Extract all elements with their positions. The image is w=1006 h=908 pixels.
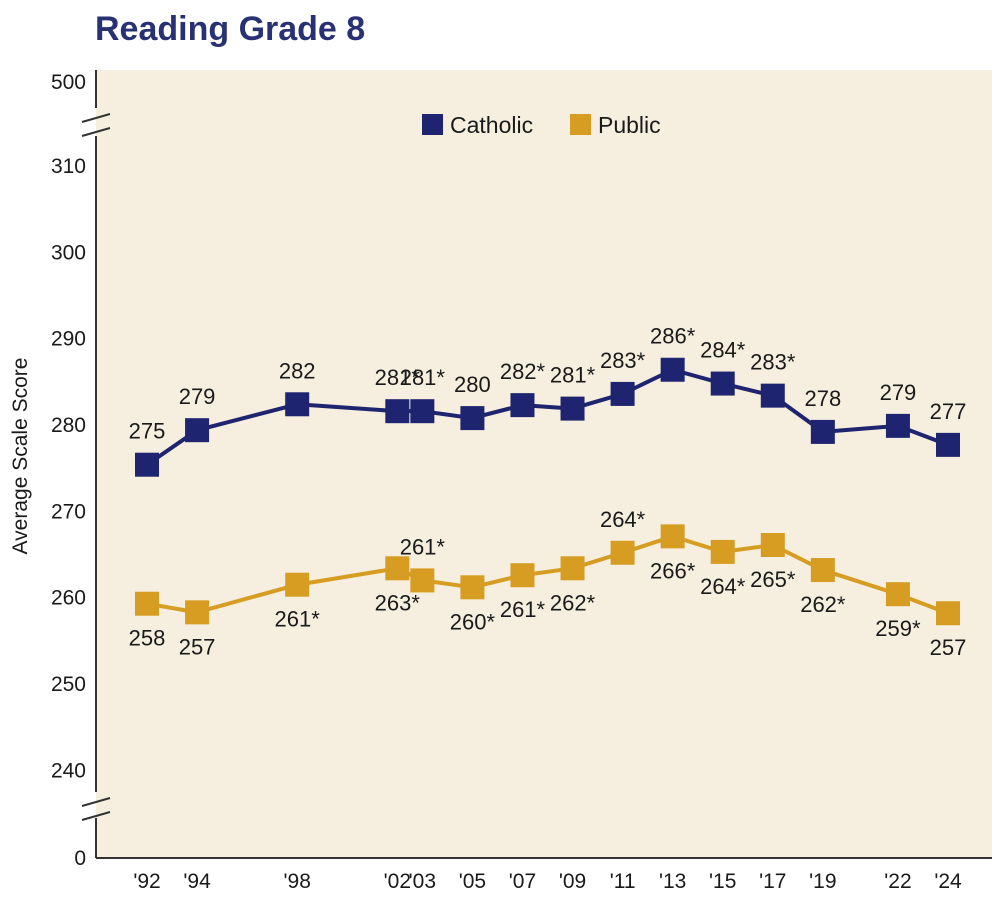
axis-break-mark [81,113,111,123]
data-label-public: 258 [129,626,166,651]
y-tick-label: 290 [51,328,86,351]
data-label-catholic: 275 [129,419,166,444]
x-tick-label: '92 [133,870,160,893]
x-tick-label: '98 [284,870,311,893]
y-axis-label: Average Scale Score [9,358,32,555]
data-label-catholic: 284* [700,338,746,363]
data-point-catholic [185,418,210,443]
data-point-public [660,524,685,549]
data-label-catholic: 280 [454,372,491,397]
y-tick-label: 500 [51,71,86,94]
data-label-public: 257 [930,635,967,660]
data-point-public [460,575,485,600]
x-tick-label: '19 [809,870,836,893]
legend-swatch-catholic [422,114,443,135]
x-tick-label: '13 [659,870,686,893]
data-label-public: 259* [875,616,921,641]
x-tick-label: '09 [559,870,586,893]
y-tick-label: 280 [51,414,86,437]
x-tick-label: '15 [709,870,736,893]
data-point-public [560,556,585,581]
data-point-public [410,568,435,593]
data-point-catholic [710,371,735,396]
data-point-public [385,556,410,581]
data-label-public: 265* [750,567,796,592]
data-point-catholic [385,399,410,424]
x-tick-label: '03 [409,870,436,893]
legend-label-catholic: Catholic [450,112,533,138]
data-point-public [185,600,210,625]
data-point-public [936,601,960,626]
data-point-catholic [285,392,310,417]
data-label-catholic: 281* [375,365,421,390]
data-label-catholic: 282* [500,359,546,384]
data-label-public: 262* [550,590,596,615]
data-label-catholic: 281* [400,365,446,390]
data-label-catholic: 283* [600,348,646,373]
data-point-catholic [936,432,960,457]
data-point-catholic [610,381,635,406]
y-tick-label: 270 [51,500,86,523]
data-label-catholic: 279 [880,380,917,405]
x-tick-label: '24 [934,870,962,893]
x-tick-label: '94 [183,870,211,893]
plot-background [96,70,992,858]
data-point-catholic [810,419,835,444]
y-tick-label: 0 [74,847,86,870]
data-point-catholic [885,413,910,438]
data-label-public: 260* [450,609,496,634]
data-label-catholic: 282 [279,358,316,383]
data-label-public: 257 [179,634,216,659]
data-point-catholic [760,383,785,408]
y-tick-label: 240 [51,759,86,782]
data-point-catholic [410,399,435,424]
legend-swatch-public [570,114,591,135]
data-point-public [285,572,310,597]
data-point-public [885,582,910,607]
data-label-catholic: 278 [804,386,841,411]
data-label-public: 261* [275,607,321,632]
x-tick-label: '05 [459,870,486,893]
x-tick-label: '11 [610,870,636,893]
data-label-catholic: 279 [179,384,216,409]
data-point-public [510,563,535,588]
data-label-public: 262* [800,592,846,617]
axis-break-mark [81,811,111,821]
data-point-public [710,539,735,564]
data-label-public: 263* [375,590,421,615]
y-tick-label: 300 [51,241,86,264]
data-point-public [760,533,785,558]
data-label-catholic: 277 [930,399,967,424]
data-label-catholic: 283* [750,350,796,375]
data-point-public [135,591,159,616]
x-tick-label: '17 [759,870,786,893]
axis-break-mark [81,127,111,137]
data-point-catholic [510,393,535,418]
y-tick-label: 250 [51,673,86,696]
data-label-catholic: 281* [550,363,596,388]
chart-title: Reading Grade 8 [95,10,366,48]
axis-break-mark [81,797,111,807]
data-label-public: 261* [500,597,546,622]
x-tick-label: '22 [884,870,911,893]
data-label-public: 266* [650,558,696,583]
data-point-public [610,540,635,565]
data-label-public: 261* [400,534,446,559]
data-label-public: 264* [700,574,746,599]
y-tick-label: 310 [51,155,86,178]
data-label-public: 264* [600,507,646,532]
legend-label-public: Public [598,112,661,138]
data-point-catholic [560,396,585,421]
y-tick-label: 260 [51,587,86,610]
data-point-public [810,558,835,583]
data-point-catholic [460,406,485,431]
x-tick-label: '02 [384,870,411,893]
x-tick-label: '07 [509,870,536,893]
data-point-catholic [660,357,685,382]
data-point-catholic [135,452,159,477]
data-label-catholic: 286* [650,324,696,349]
